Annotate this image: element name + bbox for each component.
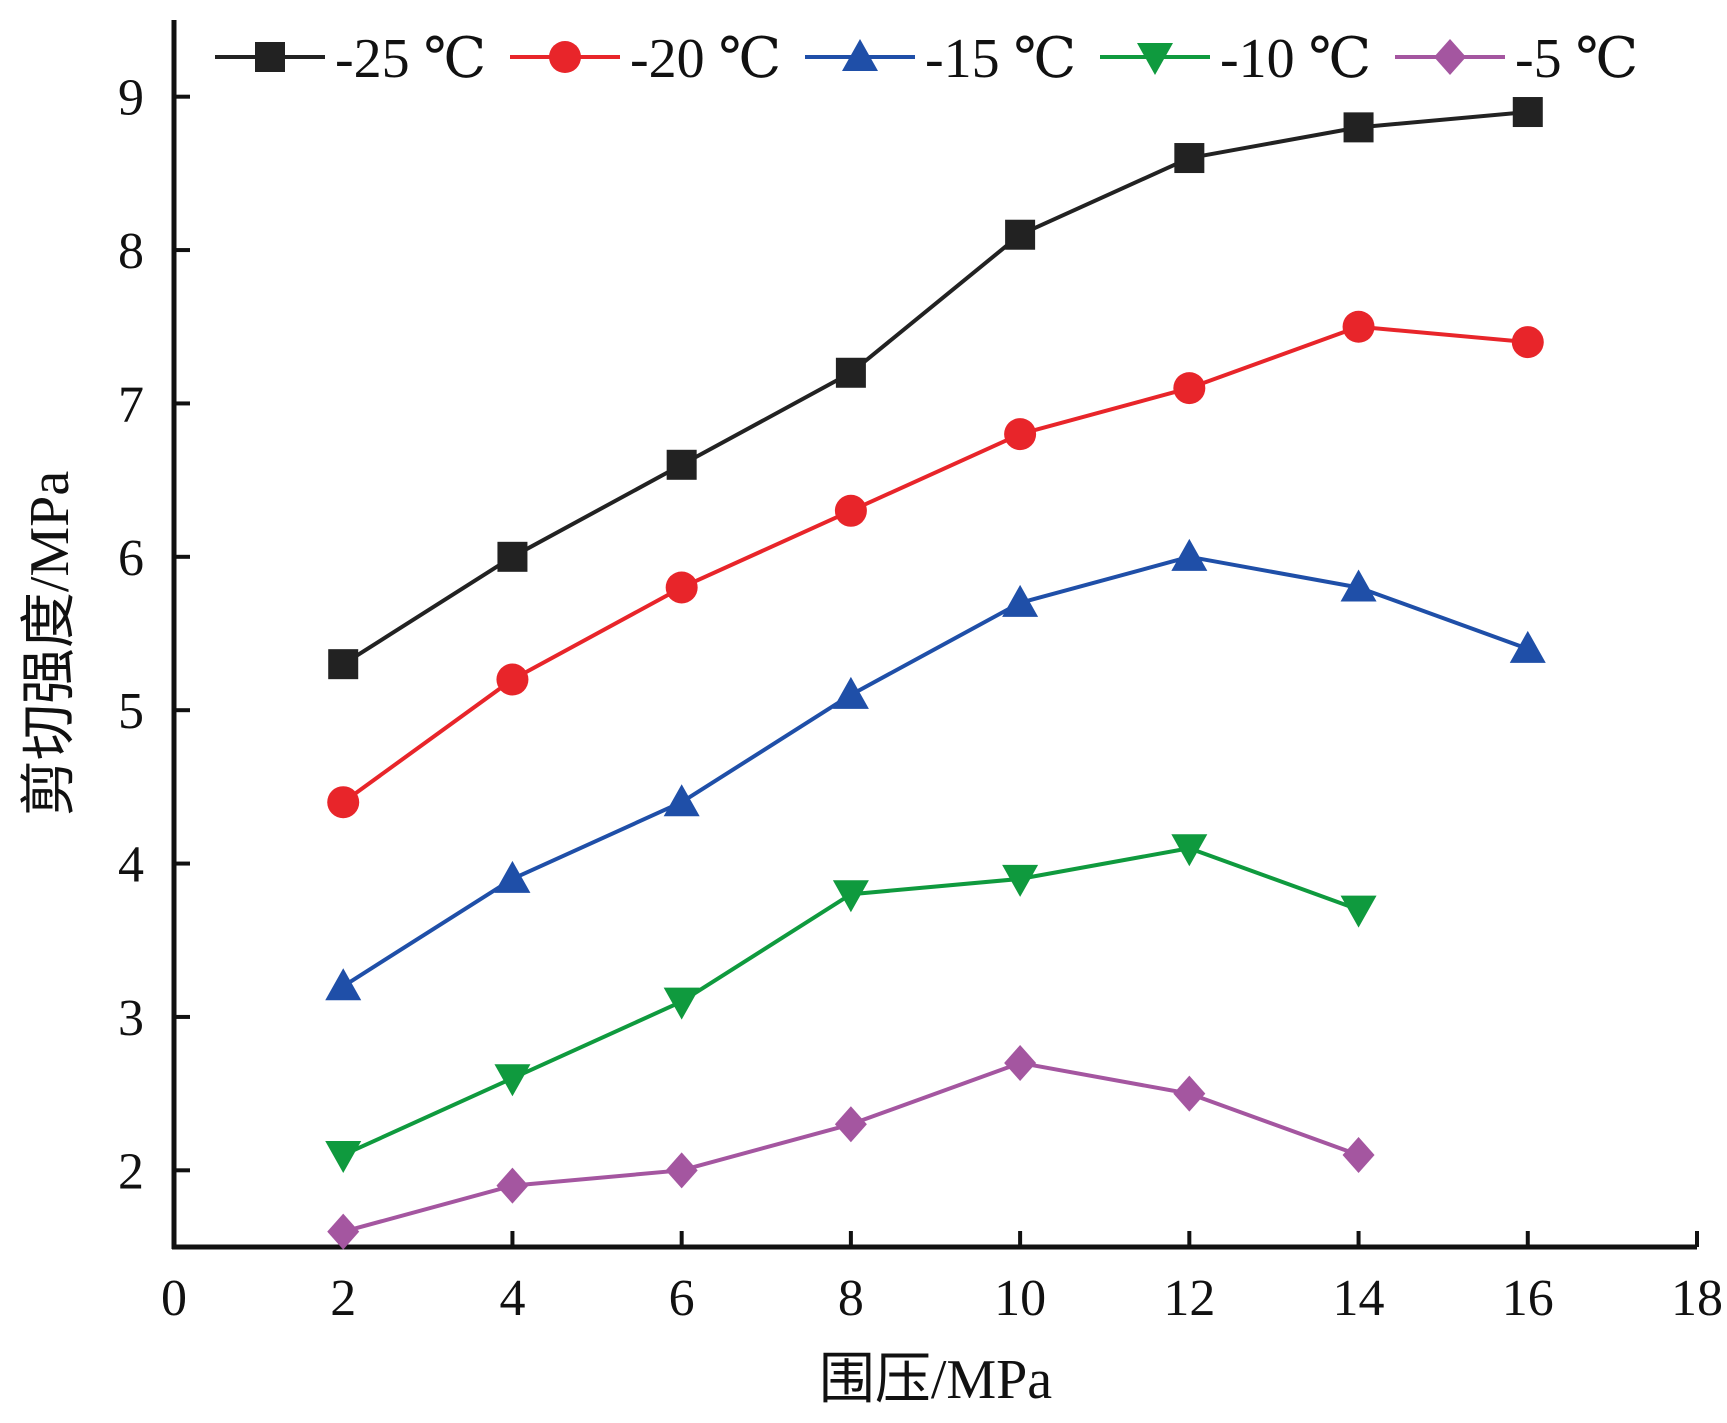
data-point [1342,1136,1375,1173]
legend-marker [1434,39,1466,75]
data-point [328,649,359,680]
legend-label: -5 ℃ [1515,28,1638,90]
x-tick-label: 12 [1163,1270,1215,1327]
x-tick-label: 18 [1671,1270,1723,1327]
data-point [497,541,528,572]
series-line [342,1060,1360,1234]
legend-item: -5 ℃ [1395,28,1638,90]
data-point [1002,584,1039,617]
data-point [1173,1075,1206,1112]
series-4 [325,834,1377,1173]
tick-marks [172,94,1699,1247]
data-point [1004,1044,1037,1081]
y-tick-label: 8 [118,223,144,280]
series-2 [327,310,1544,819]
y-axis-title: 剪切强度/MPa [19,471,81,816]
data-point [327,786,360,819]
series-group [325,97,1546,1250]
data-point [1004,418,1037,451]
legend-marker [842,39,878,71]
data-point [325,1140,362,1173]
data-point [666,449,697,480]
series-3 [325,538,1546,1001]
x-tick-label: 16 [1502,1270,1554,1327]
data-point [1002,864,1039,897]
data-point [1512,97,1543,128]
data-point [1343,112,1374,143]
x-tick-label: 8 [838,1270,864,1327]
x-tick-label: 0 [161,1270,187,1327]
data-point [1340,569,1377,602]
x-tick-label: 2 [330,1270,356,1327]
tick-labels: 0 2 4 6 8 10 12 14 16 18 2 3 4 5 6 7 8 9 [118,70,1723,1327]
y-tick-label: 7 [118,376,144,433]
legend-item: -25 ℃ [215,28,486,90]
legend: -25 ℃ -20 ℃ -15 ℃ -10 ℃ -5 ℃ [215,28,1638,90]
series-line [342,110,1528,666]
legend-label: -10 ℃ [1220,28,1371,90]
data-point [832,676,869,709]
y-tick-label: 3 [118,990,144,1047]
data-point [496,1167,529,1204]
series-1 [328,97,1543,680]
data-point [1005,219,1036,250]
data-point [834,494,867,527]
y-tick-label: 4 [118,837,144,894]
y-tick-label: 5 [118,683,144,740]
x-axis-title: 围压/MPa [819,1349,1052,1411]
data-point [835,357,866,388]
data-point [494,1064,531,1097]
x-tick-label: 4 [499,1270,525,1327]
legend-item: -15 ℃ [805,28,1076,90]
x-tick-label: 6 [669,1270,695,1327]
x-tick-label: 10 [994,1270,1046,1327]
data-point [665,571,698,604]
y-tick-label: 9 [118,70,144,127]
legend-label: -20 ℃ [630,28,781,90]
data-point [665,1152,698,1189]
data-point [1340,895,1377,928]
legend-label: -15 ℃ [925,28,1076,90]
data-point [663,784,700,817]
series-line [342,554,1529,988]
data-point [1511,326,1544,359]
data-point [325,968,362,1001]
data-point [832,880,869,913]
data-point [1171,834,1208,867]
series-5 [327,1044,1375,1250]
data-point [1174,143,1205,174]
legend-marker [1137,43,1173,75]
data-point [1509,630,1546,663]
data-point [327,1213,360,1250]
data-point [663,987,700,1020]
x-tick-label: 14 [1333,1270,1385,1327]
data-point [1173,372,1206,405]
y-tick-label: 6 [118,530,144,587]
series-line [342,324,1528,804]
legend-label: -25 ℃ [335,28,486,90]
data-point [834,1106,867,1143]
legend-item: -20 ℃ [510,28,781,90]
data-point [494,860,531,893]
y-tick-label: 2 [118,1143,144,1200]
data-point [1342,310,1375,343]
data-point [496,663,529,696]
legend-marker [255,42,285,72]
legend-item: -10 ℃ [1100,28,1371,90]
axes [171,20,1697,1250]
data-point [1171,538,1208,571]
legend-marker [549,41,581,73]
